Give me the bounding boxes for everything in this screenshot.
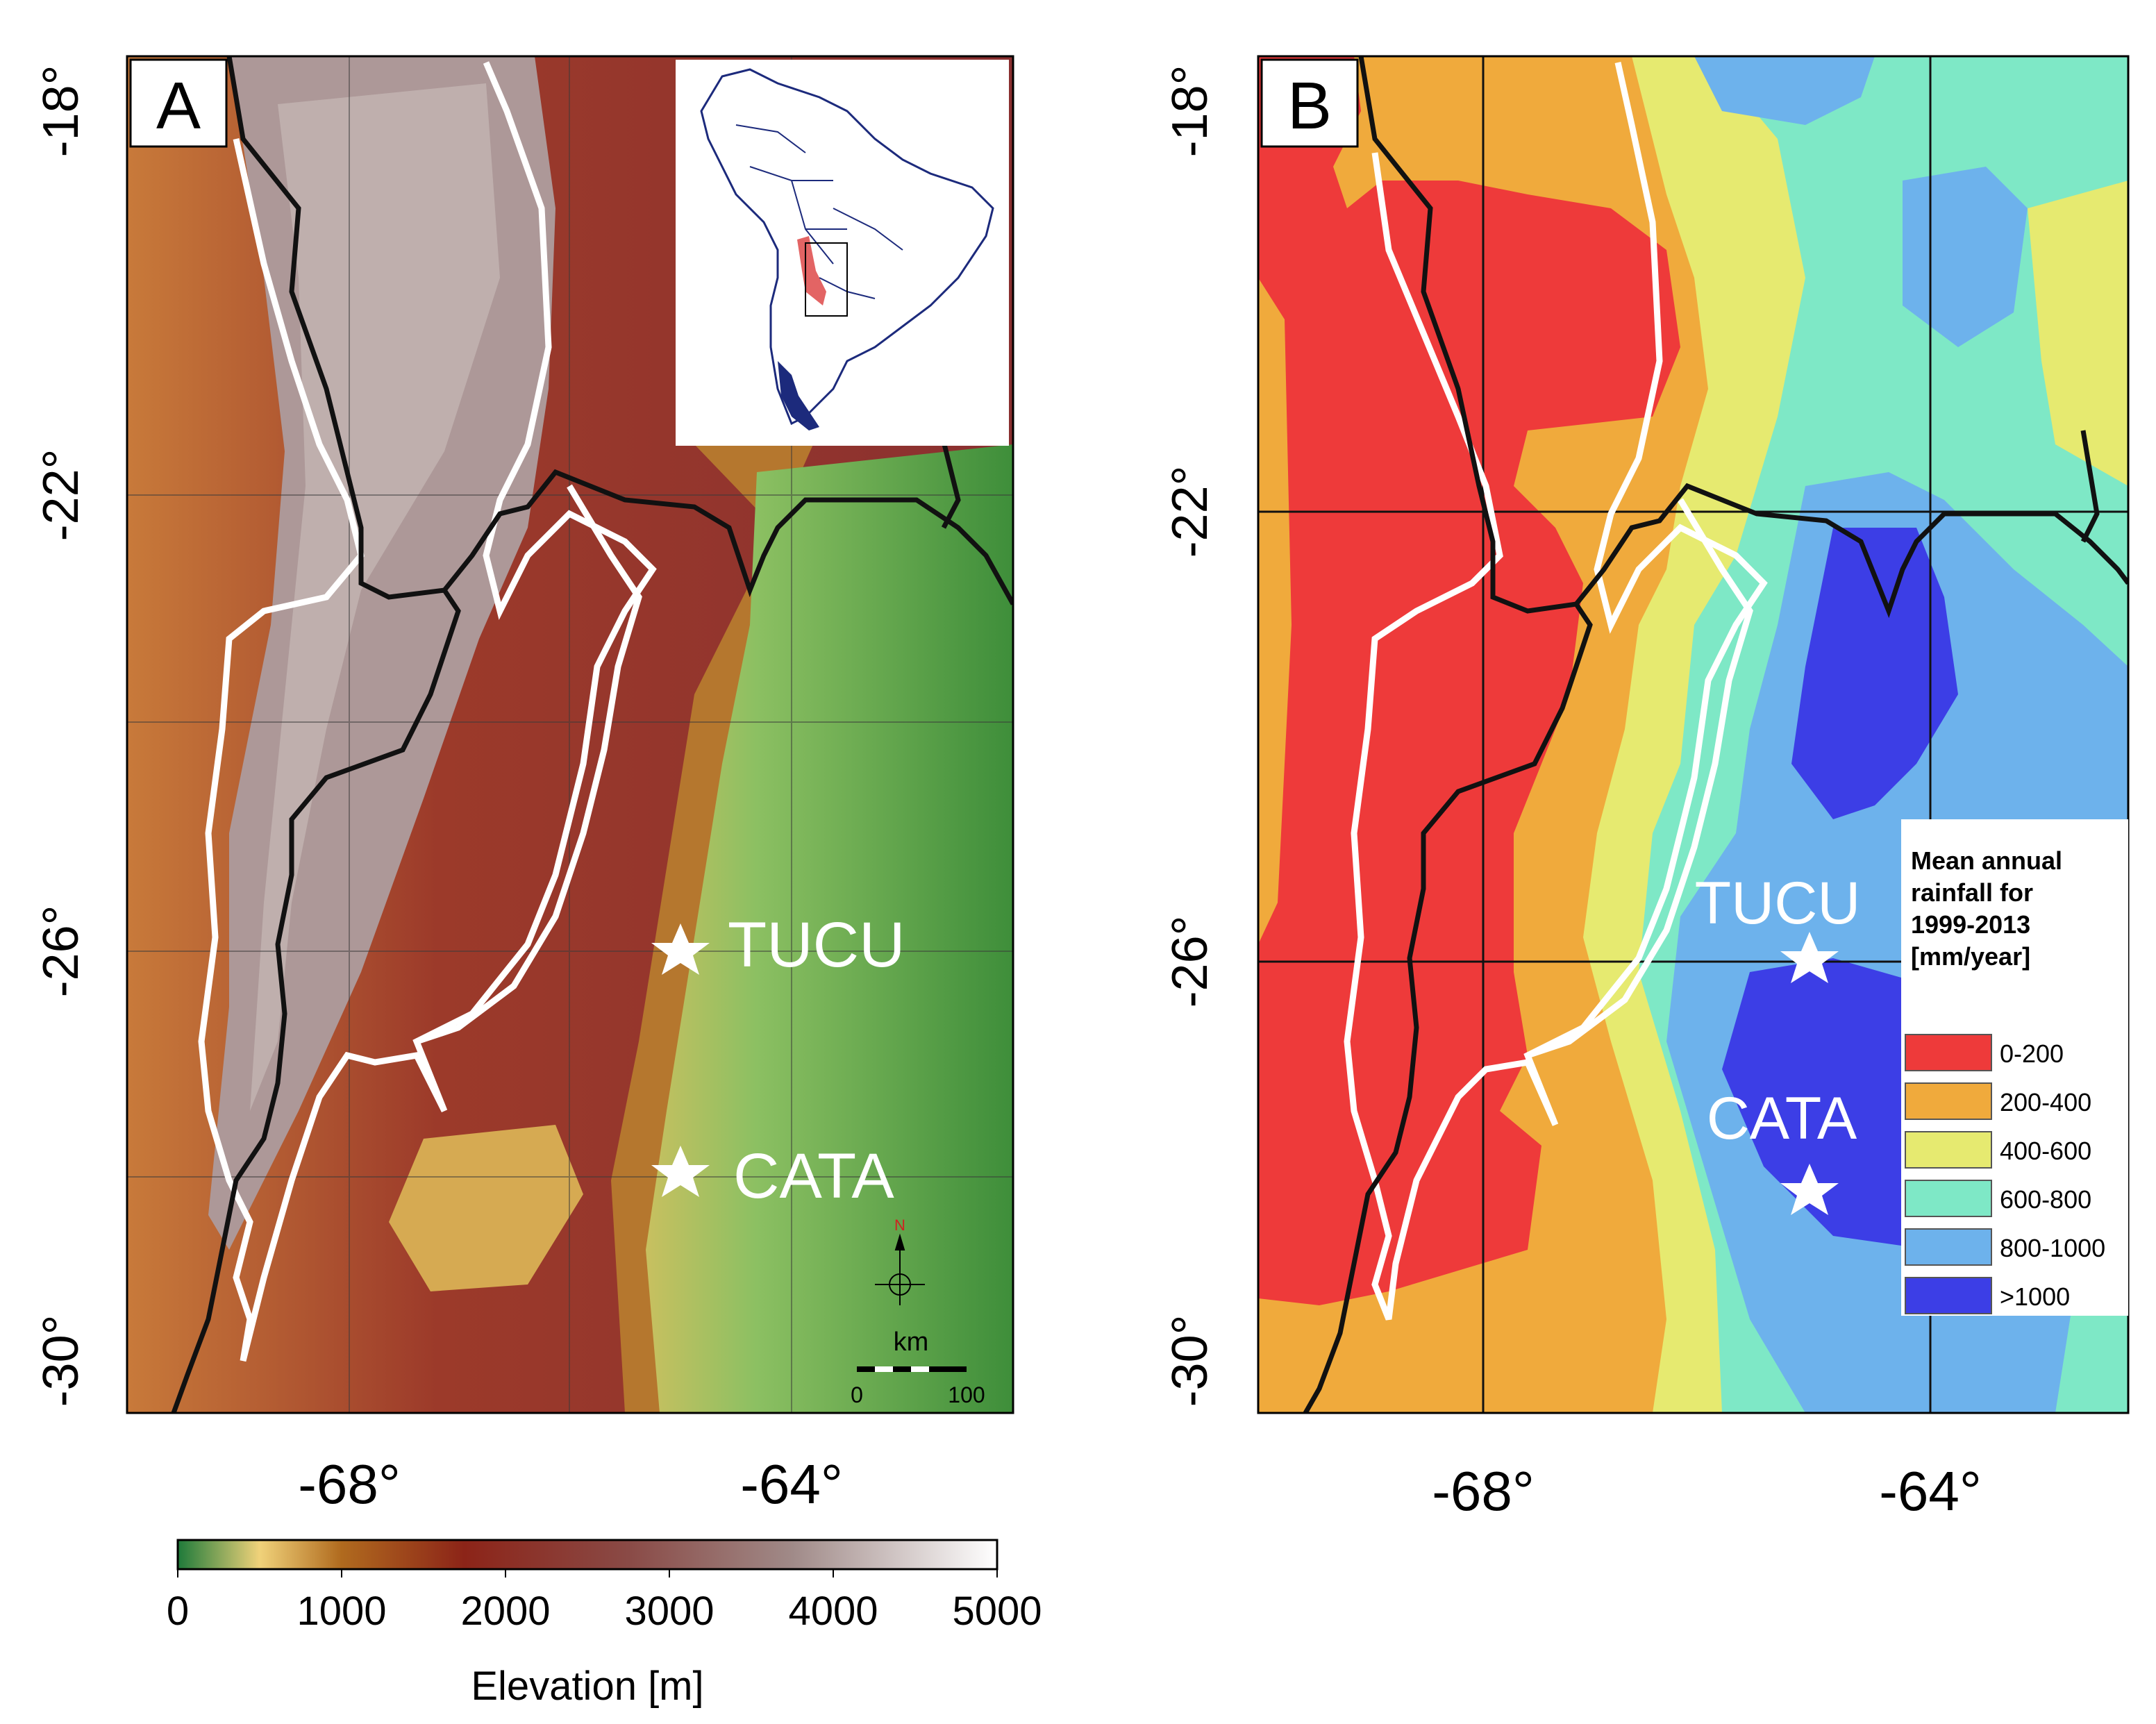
legend-swatch-200-400 bbox=[1905, 1082, 1992, 1120]
panel-b-lat-tick: -22° bbox=[1162, 466, 1218, 558]
basin-outline-b-west bbox=[1344, 62, 1768, 1321]
colorbar-tick: 1000 bbox=[296, 1589, 386, 1634]
station-cata-marker bbox=[651, 1146, 710, 1197]
scale-min: 0 bbox=[851, 1382, 863, 1407]
elevation-colorbar: 0 1000 2000 3000 4000 5000 Elevation [m] bbox=[167, 1539, 1042, 1709]
panel-b-label: B bbox=[1287, 69, 1332, 143]
zone-800-1000-north bbox=[1694, 56, 1875, 125]
legend-title-line: rainfall for bbox=[1911, 878, 2033, 907]
panel-b-lat-tick: -18° bbox=[1162, 65, 1218, 158]
panel-a-label-box bbox=[129, 58, 228, 148]
rainfall-legend: Mean annual rainfall for 1999-2013 [mm/y… bbox=[1901, 819, 2128, 1316]
inner-borders bbox=[735, 124, 903, 299]
panel-a-lat-tick: -30° bbox=[33, 1315, 89, 1407]
legend-title-line: 1999-2013 bbox=[1911, 910, 2030, 939]
high-peaks bbox=[250, 83, 500, 1111]
panel-a-map: A TUCU CATA N km 0 100 -18° -22° -26° - bbox=[33, 55, 1014, 1515]
legend-swatch-0-200 bbox=[1905, 1034, 1992, 1071]
legend-item-label: 600-800 bbox=[2000, 1185, 2091, 1214]
legend-swatch-gt-1000 bbox=[1905, 1277, 1992, 1314]
legend-item-label: 800-1000 bbox=[2000, 1234, 2105, 1262]
colorbar-tick: 3000 bbox=[624, 1589, 714, 1634]
panel-a-lon-tick: -64° bbox=[740, 1453, 843, 1515]
zone-orange-west bbox=[1258, 278, 1292, 944]
panel-a-graticule bbox=[127, 56, 1013, 1413]
zone-light-green-east bbox=[2028, 181, 2128, 486]
panel-b-label-box bbox=[1260, 58, 1359, 148]
basin-outline-east bbox=[415, 484, 642, 1045]
border-b-bolivia-argentina bbox=[1574, 483, 2128, 619]
zone-0-200 bbox=[1258, 56, 1680, 1305]
argentina-chile-highlight bbox=[797, 236, 826, 306]
legend-item-label: 200-400 bbox=[2000, 1088, 2091, 1116]
chaco-lowland bbox=[646, 444, 1013, 1413]
basin-outline-west bbox=[198, 61, 657, 1362]
legend-swatch-400-600 bbox=[1905, 1131, 1992, 1169]
basin-yellow bbox=[389, 1125, 583, 1291]
zone-gt-1000 bbox=[1791, 528, 1958, 819]
legend-item-label: >1000 bbox=[2000, 1282, 2070, 1311]
border-paraguay bbox=[941, 444, 961, 529]
north-arrow-label: N bbox=[894, 1216, 905, 1234]
colorbar-tick: 2000 bbox=[460, 1589, 550, 1634]
panel-b-lat-tick: -30° bbox=[1162, 1315, 1218, 1407]
colorbar-title: Elevation [m] bbox=[471, 1664, 703, 1709]
legend-item-label: 400-600 bbox=[2000, 1137, 2091, 1165]
panel-a-lon-tick: -68° bbox=[298, 1453, 401, 1515]
border-bolivia-argentina bbox=[442, 469, 1013, 605]
legend-title-line: Mean annual bbox=[1911, 846, 2062, 875]
panel-b-lon-tick: -64° bbox=[1879, 1460, 1982, 1522]
legend-swatch-800-1000 bbox=[1905, 1228, 1992, 1266]
panel-a-lat-tick: -22° bbox=[33, 449, 89, 542]
station-cata-label-b: CATA bbox=[1707, 1085, 1857, 1152]
panel-b-lat-tick: -26° bbox=[1162, 916, 1218, 1008]
scale-max: 100 bbox=[948, 1382, 985, 1407]
panel-b-lon-tick: -68° bbox=[1432, 1460, 1535, 1522]
inset-map bbox=[676, 60, 1009, 446]
panel-b-map: B TUCU CATA Mean annual rainfall for 199… bbox=[1162, 55, 2130, 1522]
legend-title-line: [mm/year] bbox=[1911, 942, 2030, 971]
border-b-paraguay bbox=[2080, 430, 2100, 543]
panel-a-lat-tick: -18° bbox=[33, 65, 89, 158]
zone-800-1000-north2 bbox=[1903, 167, 2028, 347]
legend-item-label: 0-200 bbox=[2000, 1039, 2064, 1068]
station-cata-marker-b bbox=[1780, 1164, 1839, 1215]
station-tucu-label-b: TUCU bbox=[1695, 870, 1861, 937]
panel-a-lat-tick: -26° bbox=[33, 905, 89, 998]
station-tucu-marker-b bbox=[1780, 932, 1839, 983]
patagonia bbox=[778, 361, 819, 430]
legend-swatch-600-800 bbox=[1905, 1180, 1992, 1217]
station-tucu-marker bbox=[651, 923, 710, 975]
border-b-chile-argentina bbox=[1303, 56, 1593, 1413]
colorbar-tick: 0 bbox=[167, 1589, 189, 1634]
station-tucu-label: TUCU bbox=[728, 910, 905, 980]
north-arrow-icon bbox=[875, 1233, 925, 1305]
border-chile-argentina bbox=[171, 56, 461, 1413]
colorbar-tick: 5000 bbox=[952, 1589, 1042, 1634]
scale-bar bbox=[857, 1366, 967, 1372]
colorbar-tick: 4000 bbox=[788, 1589, 878, 1634]
panel-a-label: A bbox=[156, 69, 201, 143]
station-cata-label: CATA bbox=[733, 1141, 894, 1212]
study-area-box bbox=[805, 242, 848, 317]
basin-outline-b-east bbox=[1526, 498, 1753, 1059]
scale-unit: km bbox=[894, 1328, 929, 1357]
